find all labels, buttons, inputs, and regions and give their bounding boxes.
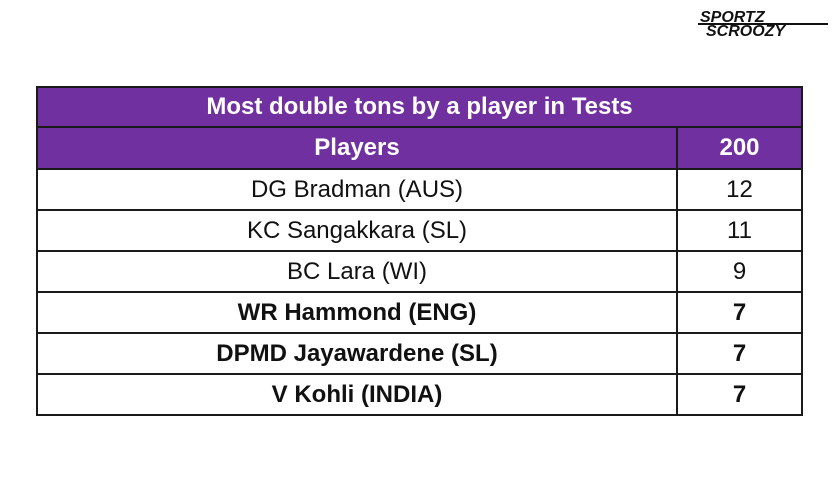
player-name: DPMD Jayawardene (SL) — [36, 332, 678, 375]
player-name: KC Sangakkara (SL) — [36, 209, 678, 252]
double-ton-count: 12 — [675, 168, 804, 211]
table-header-row: Players 200 — [36, 126, 804, 170]
table-row: DG Bradman (AUS) 12 — [36, 168, 804, 211]
player-name: DG Bradman (AUS) — [36, 168, 678, 211]
double-ton-count: 7 — [675, 373, 804, 416]
brand-logo: SPORTZ SCROOZY — [698, 6, 832, 38]
svg-text:SCROOZY: SCROOZY — [706, 23, 786, 38]
header-players: Players — [36, 126, 678, 170]
table-title: Most double tons by a player in Tests — [35, 86, 804, 128]
table-row: DPMD Jayawardene (SL) 7 — [36, 332, 804, 375]
double-tons-table: Most double tons by a player in Tests Pl… — [35, 86, 804, 416]
table-row: WR Hammond (ENG) 7 — [36, 291, 804, 334]
sportz-scroozy-logo-icon: SPORTZ SCROOZY — [698, 9, 828, 38]
table-row: V Kohli (INDIA) 7 — [36, 373, 804, 416]
table-title-row: Most double tons by a player in Tests — [35, 86, 804, 128]
table-row: KC Sangakkara (SL) 11 — [36, 209, 804, 252]
svg-text:SPORTZ: SPORTZ — [700, 9, 766, 26]
double-ton-count: 11 — [675, 209, 804, 252]
table-row: BC Lara (WI) 9 — [36, 250, 804, 293]
player-name: WR Hammond (ENG) — [36, 291, 678, 334]
header-200: 200 — [675, 126, 804, 170]
player-name: V Kohli (INDIA) — [36, 373, 678, 416]
double-ton-count: 9 — [675, 250, 804, 293]
double-ton-count: 7 — [675, 332, 804, 375]
double-ton-count: 7 — [675, 291, 804, 334]
player-name: BC Lara (WI) — [36, 250, 678, 293]
